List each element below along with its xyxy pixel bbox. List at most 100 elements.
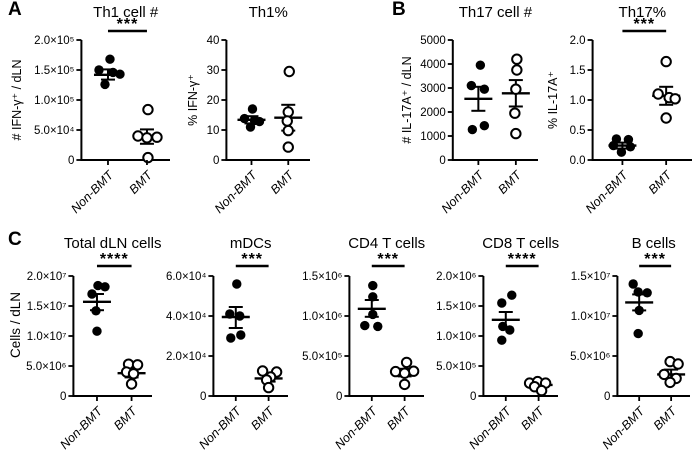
scatter-plot: Th1 cell #*** 0 5.0×10⁴ 1.0×10⁵ 1.5×10⁵ 2.0×1…	[10, 4, 170, 216]
data-point	[132, 130, 144, 142]
y-tick-label: 1.0	[570, 95, 586, 107]
y-tick-label: 1.5×10⁷	[571, 271, 611, 283]
y-tick-label: 1.5×10⁵	[34, 65, 74, 77]
y-tick-label: 2000	[420, 107, 446, 119]
data-point	[368, 280, 378, 291]
y-tick-label: 1.5×10⁷	[27, 301, 67, 313]
data-point	[239, 113, 250, 124]
group-label: Non-BMT	[583, 167, 632, 216]
scatter-plot: Th1% 0 10 20 30 40 % IFN-γ⁺ Non-BMT BMT	[186, 4, 310, 216]
chart-total-dln-cells: Total dLN cells **** 0 5.0×10⁶ 1.0×10⁷ 1.5×10…	[20, 230, 161, 454]
data-point	[100, 282, 110, 292]
data-point	[389, 365, 402, 378]
y-tick-label: 0.5	[570, 125, 586, 137]
data-point	[634, 305, 644, 316]
data-point	[535, 384, 548, 397]
group-label: BMT	[646, 167, 676, 197]
group-label: Non-BMT	[600, 403, 649, 452]
data-point	[497, 298, 507, 308]
group-label: Non-BMT	[439, 167, 488, 216]
group-label: Non-BMT	[212, 167, 261, 216]
scatter-plot: mDCs*** 0 2.0×10⁴ 4.0×10⁴ 6.0×10⁴ Non-BMT BMT	[166, 235, 288, 452]
data-point	[672, 358, 684, 370]
data-point	[510, 83, 522, 95]
data-point	[93, 280, 103, 291]
chart-title: Th1 cell #	[93, 4, 159, 21]
data-point	[282, 124, 294, 137]
scatter-plot: B cells*** 0 5.0×10⁶ 1.0×10⁷ 1.5×10⁷ Non-BMT B…	[570, 235, 690, 452]
data-point	[625, 142, 636, 152]
y-tick-label: 1.5×10⁶	[302, 271, 342, 283]
data-point	[658, 368, 670, 381]
data-point	[652, 88, 664, 100]
data-point	[407, 365, 420, 377]
chart-title: CD8 T cells	[482, 235, 559, 252]
panel-label-c: C	[8, 229, 22, 250]
y-tick-label: 0	[60, 391, 66, 403]
chart-title: Th1%	[249, 4, 288, 21]
chart-cd8-t-cells: CD8 T cells **** 0 5.0×10⁵ 1.0×10⁶ 1.5×10⁶ 2.0…	[430, 230, 566, 454]
y-tick-label: 0	[439, 155, 445, 167]
y-tick-label: 40	[207, 35, 220, 47]
data-point	[94, 65, 104, 75]
significance-stars: ****	[508, 251, 537, 268]
data-point	[475, 60, 486, 70]
y-tick-label: 1.5	[570, 65, 586, 77]
data-point	[368, 309, 378, 320]
y-tick-label: 5.0×10⁶	[570, 351, 610, 363]
chart-title: Th17%	[619, 4, 667, 21]
data-point	[127, 368, 140, 380]
group-label: Non-BMT	[68, 167, 117, 216]
data-point	[125, 378, 138, 390]
scatter-plot: CD4 T cells*** 0 5.0×10⁵ 1.0×10⁶ 1.5×10⁶ Non-…	[302, 235, 425, 452]
data-point	[282, 141, 294, 153]
y-tick-label: 5.0×10⁵	[302, 351, 342, 363]
y-tick-label: 3000	[420, 83, 446, 95]
chart-title: Th17 cell #	[459, 4, 533, 21]
data-point	[131, 359, 144, 371]
data-point	[467, 124, 478, 135]
data-point	[633, 328, 643, 339]
y-tick-label: 5.0×10⁴	[34, 125, 74, 137]
y-tick-label: 30	[207, 65, 220, 77]
data-point	[141, 132, 153, 144]
data-point	[400, 356, 413, 369]
y-axis-label: # IFN-γ⁺ / dLN	[10, 60, 24, 141]
data-point	[511, 64, 523, 76]
data-point	[245, 122, 256, 132]
panel-label-a: A	[8, 0, 22, 20]
significance-stars: ****	[100, 251, 129, 268]
y-tick-label: 5.0×10⁶	[26, 361, 66, 373]
y-axis-label: % IFN-γ⁺	[186, 74, 200, 126]
data-point	[664, 376, 676, 389]
y-tick-label: 4.0×10⁴	[166, 311, 206, 323]
data-point	[235, 311, 245, 321]
data-point	[247, 104, 258, 114]
y-tick-label: 0.0	[570, 155, 586, 167]
data-point	[232, 279, 242, 289]
y-axis-label: % IL-17A⁺	[546, 71, 560, 129]
data-point	[511, 53, 523, 65]
group-label: BMT	[268, 167, 298, 197]
group-label: BMT	[651, 403, 681, 433]
y-tick-label: 1.0×10⁶	[302, 311, 342, 323]
panel-label-b: B	[392, 0, 406, 20]
data-point	[373, 321, 383, 332]
y-tick-label: 0	[470, 391, 476, 403]
group-label: BMT	[111, 403, 141, 433]
group-label: BMT	[518, 403, 548, 433]
significance-stars: ***	[644, 251, 666, 268]
y-tick-label: 2.0×10⁶	[436, 271, 476, 283]
scatter-plot: Total dLN cells**** 0 5.0×10⁶ 1.0×10⁷ 1.5×10…	[26, 235, 161, 452]
y-tick-label: 5000	[420, 35, 446, 47]
significance-stars: ***	[377, 251, 399, 268]
data-point	[507, 290, 517, 300]
chart-title: mDCs	[230, 235, 272, 252]
y-tick-label: 2.0×10⁷	[27, 271, 67, 283]
data-point	[608, 140, 619, 151]
y-tick-label: 1.0×10⁷	[27, 331, 67, 343]
significance-stars: ***	[117, 16, 139, 33]
y-tick-label: 4000	[420, 59, 446, 71]
data-point	[368, 292, 378, 302]
significance-stars: ***	[241, 251, 263, 268]
